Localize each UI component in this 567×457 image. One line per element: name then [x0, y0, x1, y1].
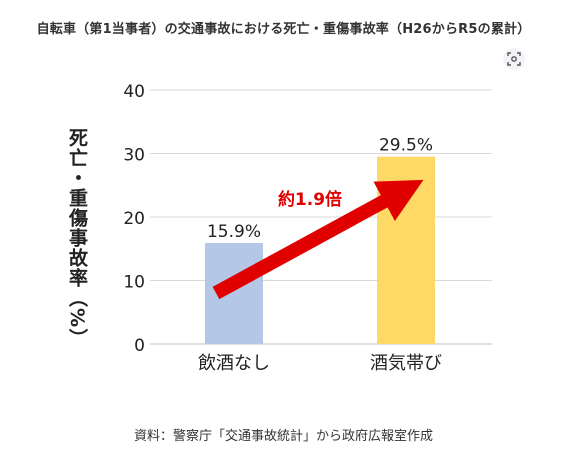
bars: [205, 156, 435, 344]
lens-search-icon: [507, 52, 521, 66]
y-axis-label: 死亡・重傷事故率（%）: [66, 128, 88, 349]
data-label: 29.5%: [379, 136, 433, 156]
lens-search-button[interactable]: [503, 48, 525, 70]
x-tick-labels: 飲酒なし 酒気帯び: [198, 353, 442, 374]
data-label: 15.9%: [207, 222, 261, 242]
source-note: 資料：警察庁「交通事故統計」から政府広報室作成: [133, 429, 433, 444]
growth-arrow: [212, 179, 424, 300]
y-tick-label: 10: [123, 273, 145, 293]
y-tick-label: 30: [123, 146, 145, 166]
x-tick-label: 酒気帯び: [370, 353, 442, 374]
bar-no-alcohol: [205, 243, 263, 344]
x-tick-label: 飲酒なし: [198, 353, 270, 374]
y-tick-label: 20: [123, 209, 145, 229]
y-tick-label: 40: [123, 82, 145, 102]
ratio-annotation: 約1.9倍: [278, 189, 342, 210]
gridlines: [150, 89, 492, 345]
bar-drinking: [377, 156, 435, 344]
page-title: 自転車（第1当事者）の交通事故における死亡・重傷事故率（H26からR5の累計）: [36, 22, 531, 37]
data-labels: 15.9% 29.5%: [207, 136, 433, 242]
y-tick-label: 0: [134, 336, 145, 356]
y-tick-labels: 0 10 20 30 40: [123, 82, 145, 356]
